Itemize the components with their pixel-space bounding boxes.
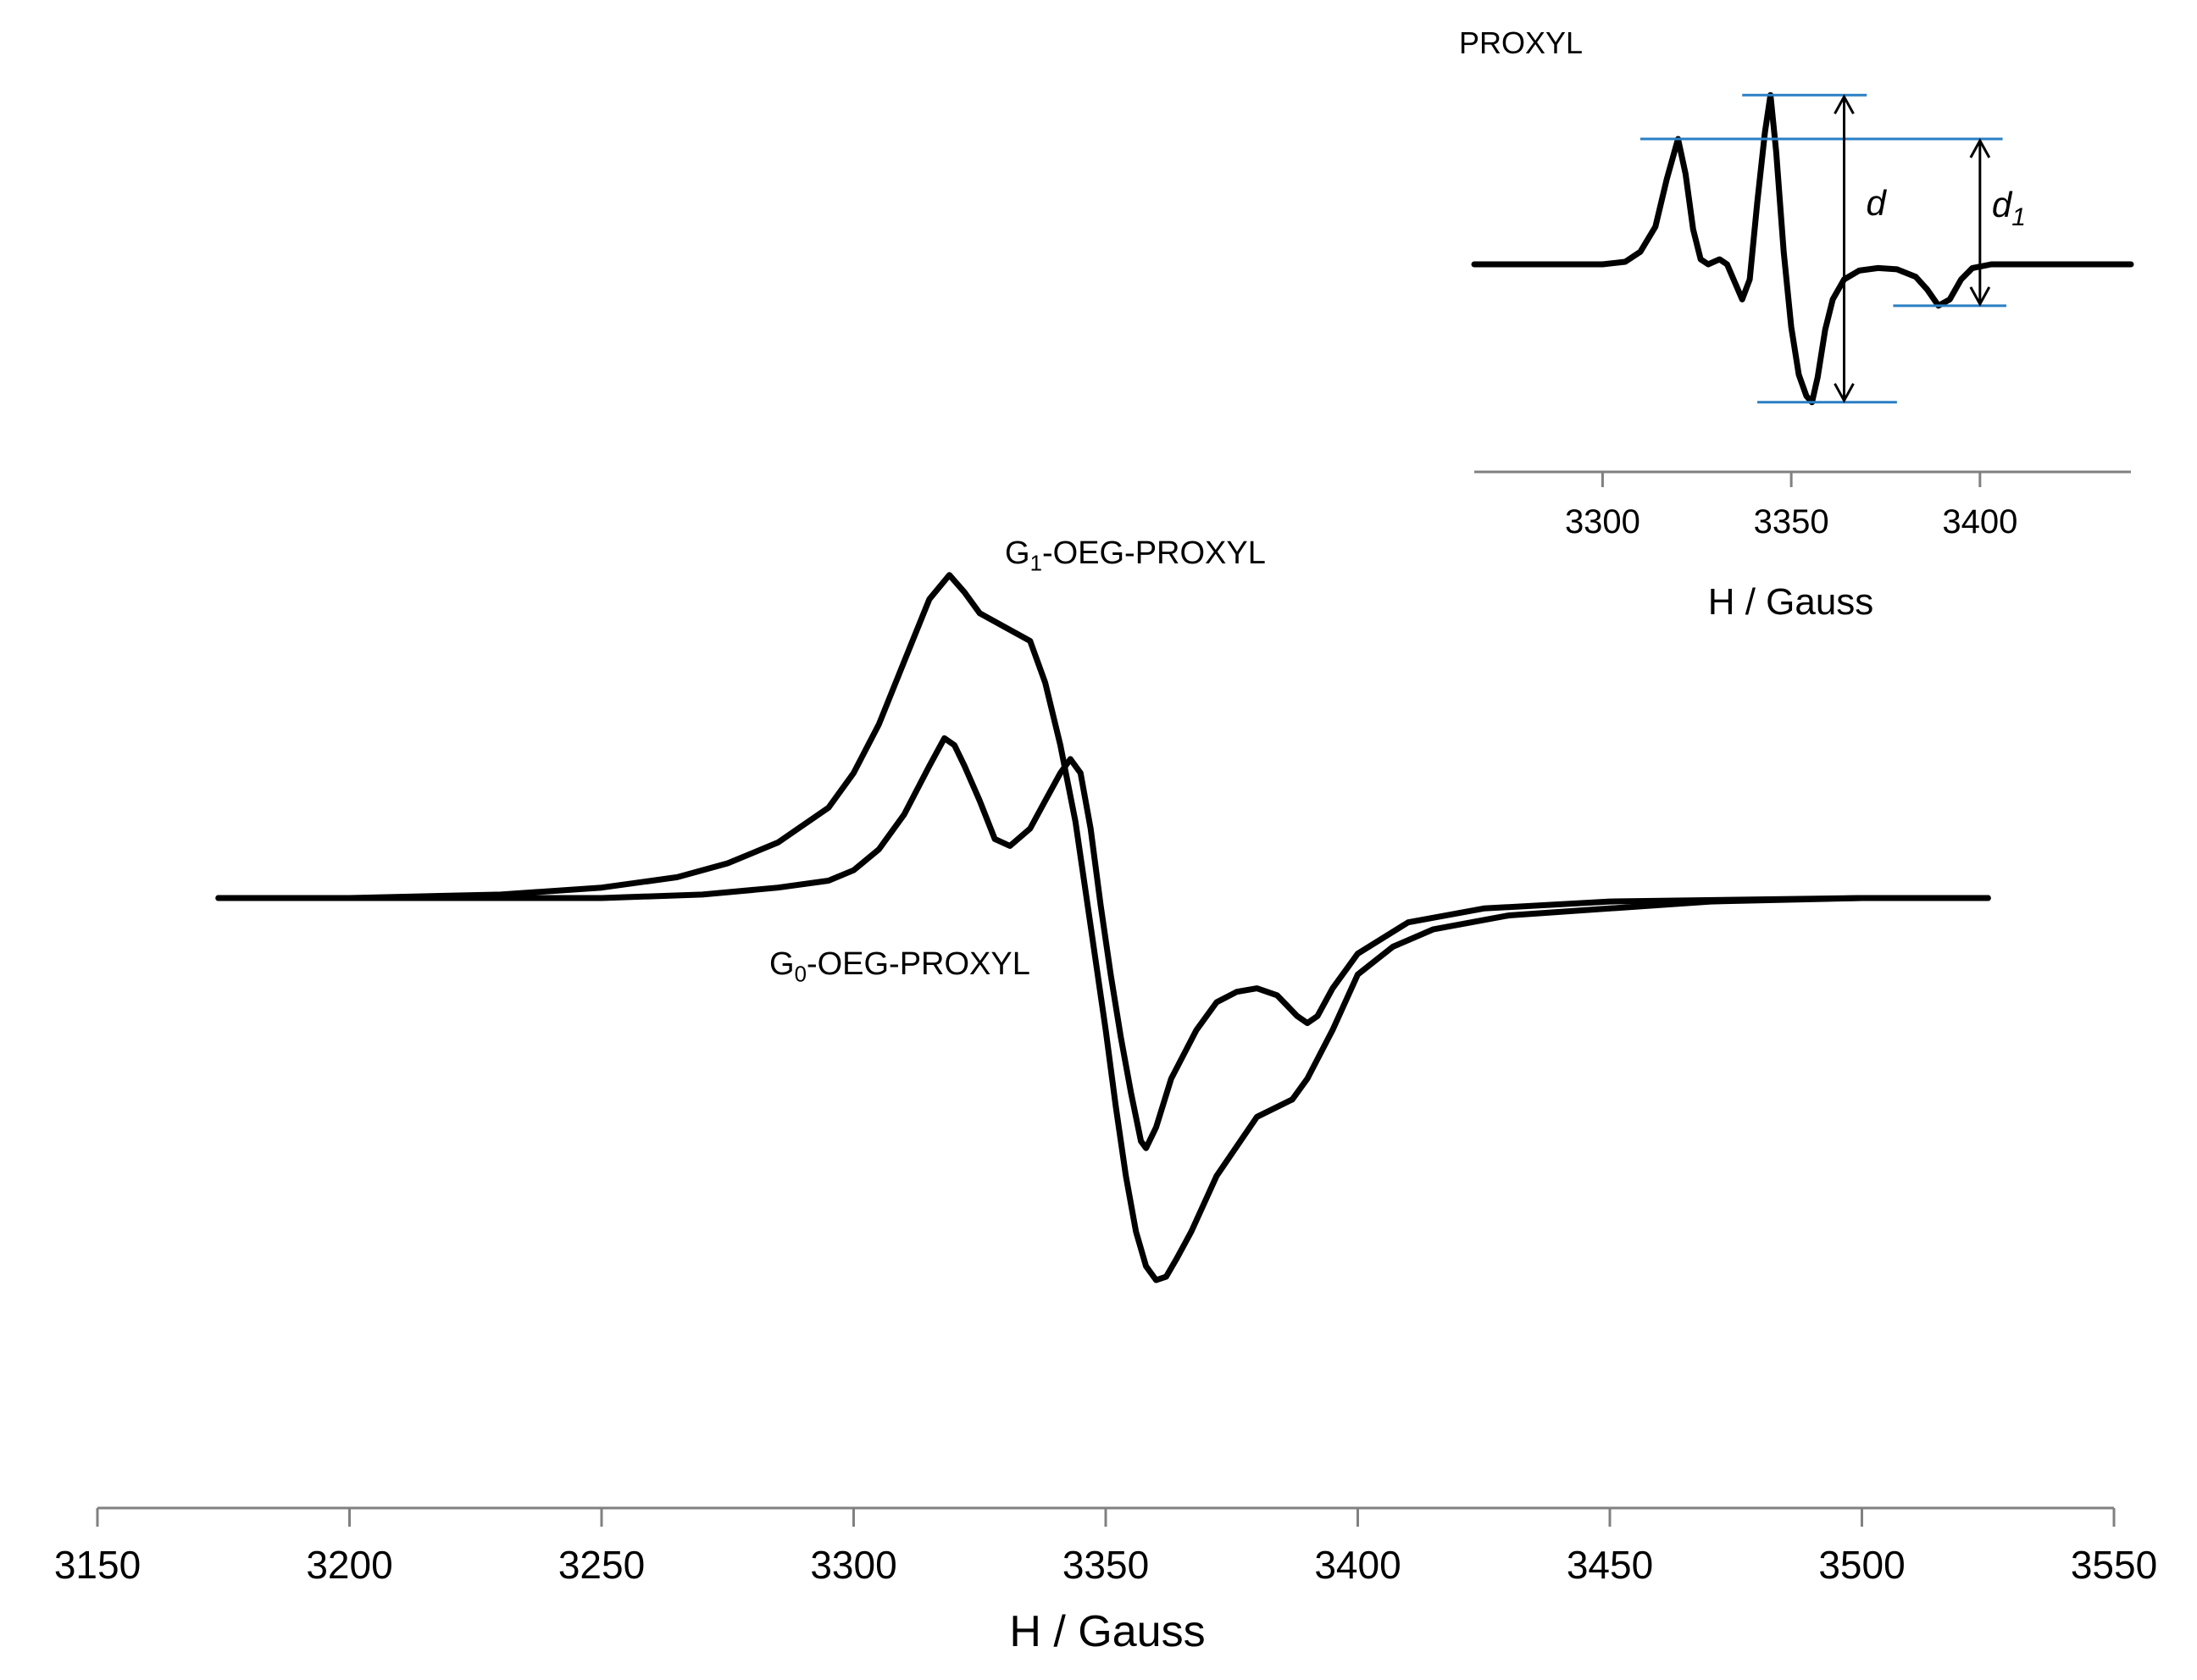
inset-chart: 3300 3350 3400 H / Gauss PROXYL d d1 (1459, 25, 2134, 623)
main-x-axis: 3150 3200 3250 3300 3350 3400 3450 3500 3550 H / … (54, 1506, 2157, 1656)
main-x-tick-label: 3400 (1314, 1543, 1401, 1587)
arrow-d (1834, 94, 1855, 403)
inset-series-line-proxyl (1471, 91, 2134, 406)
main-x-tick-label: 3500 (1818, 1543, 1905, 1587)
annotation-d: d (1866, 183, 1887, 223)
arrow-d1-head-bottom (1969, 286, 1991, 307)
main-x-tick-label: 3200 (306, 1543, 392, 1587)
main-x-tick-label: 3450 (1567, 1543, 1653, 1587)
inset-x-axis-title: H / Gauss (1708, 581, 1874, 623)
arrow-d-head-bottom (1834, 383, 1855, 403)
inset-x-tick-label: 3350 (1754, 503, 1829, 541)
main-x-axis-title: H / Gauss (1009, 1607, 1205, 1656)
main-x-tick-label: 3350 (1062, 1543, 1149, 1587)
arrow-d1-head-top (1969, 137, 1991, 158)
annotation-d1: d1 (1992, 185, 2026, 231)
main-x-tick-label: 3300 (810, 1543, 896, 1587)
inset-title: PROXYL (1459, 25, 1583, 60)
series-label-g0-oeg-proxyl: G0-OEG-PROXYL (769, 946, 1030, 986)
main-x-tick-label: 3250 (558, 1543, 645, 1587)
inset-x-tick-label: 3300 (1565, 503, 1640, 541)
main-x-tick-label: 3550 (2071, 1543, 2157, 1587)
series-label-g1-oeg-proxyl: G1-OEG-PROXYL (1005, 535, 1266, 575)
arrow-d-head-top (1834, 94, 1855, 114)
main-series-labels: G1-OEG-PROXYL G0-OEG-PROXYL (769, 535, 1266, 986)
arrow-d1 (1969, 137, 1991, 307)
series-line-g1-oeg-proxyl (215, 572, 1991, 1284)
inset-x-tick-label: 3400 (1942, 503, 2017, 541)
main-x-tick-label: 3150 (54, 1543, 141, 1587)
series-line-g0-oeg-proxyl (215, 735, 1991, 1151)
main-traces (215, 572, 1991, 1284)
